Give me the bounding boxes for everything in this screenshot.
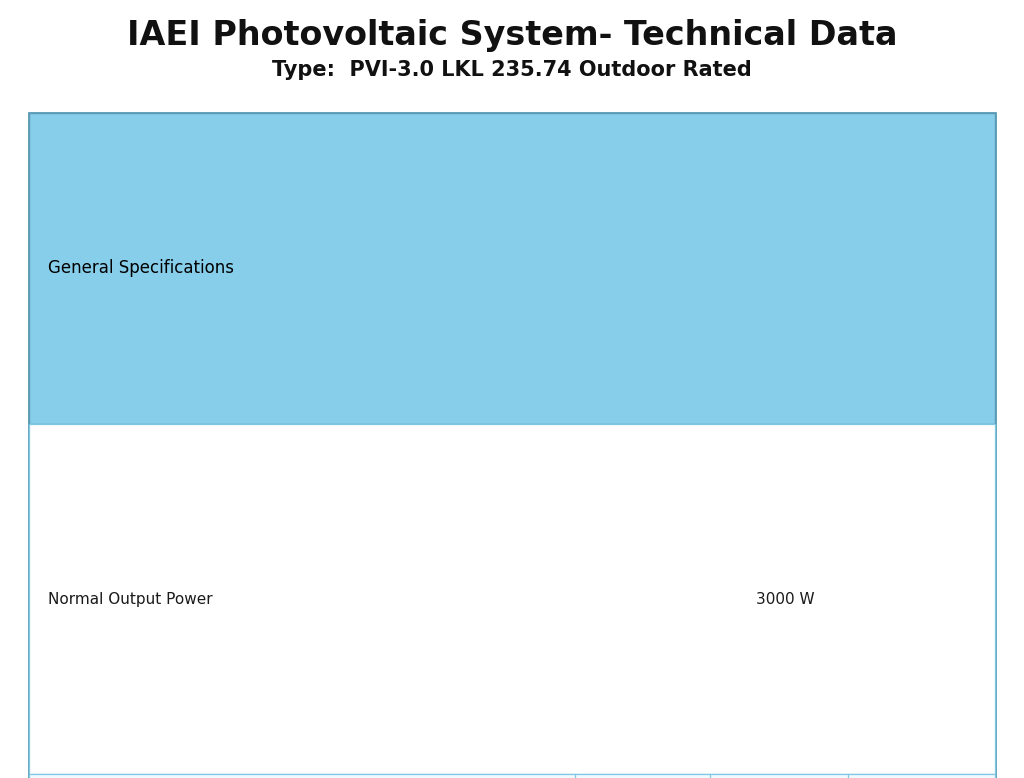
Text: Type:  PVI-3.0 LKL 235.74 Outdoor Rated: Type: PVI-3.0 LKL 235.74 Outdoor Rated bbox=[272, 60, 752, 80]
Text: General Specifications: General Specifications bbox=[48, 259, 234, 278]
Text: Normal Output Power: Normal Output Power bbox=[48, 591, 213, 607]
Bar bbox=[29, 424, 995, 774]
Text: 3000 W: 3000 W bbox=[756, 591, 814, 607]
Bar bbox=[29, 774, 995, 778]
Bar bbox=[29, 113, 995, 424]
Text: IAEI Photovoltaic System- Technical Data: IAEI Photovoltaic System- Technical Data bbox=[127, 19, 897, 51]
